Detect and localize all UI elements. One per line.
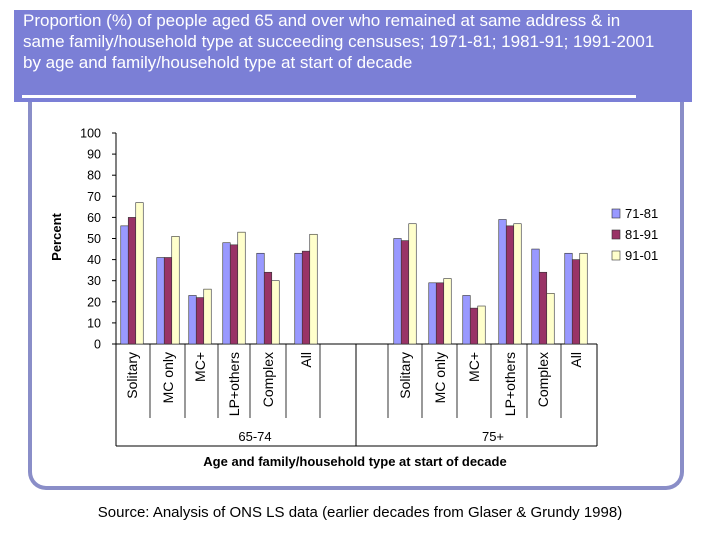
- bar: [120, 225, 129, 345]
- bar: [579, 252, 588, 345]
- bar: [237, 231, 246, 345]
- title-band: [14, 10, 692, 102]
- y-tick-label: 50: [87, 232, 101, 246]
- bar: [505, 225, 515, 345]
- category-label: Solitary: [124, 352, 140, 399]
- content-frame: [28, 102, 684, 490]
- bar: [538, 271, 548, 345]
- y-tick-label: 30: [87, 274, 101, 288]
- bar: [203, 288, 212, 345]
- bar: [546, 293, 555, 345]
- bar: [408, 223, 417, 345]
- bar: [443, 278, 452, 345]
- category-label: MC+: [192, 352, 208, 382]
- bar: [435, 282, 445, 345]
- bar: [195, 297, 205, 345]
- bar: [256, 252, 265, 345]
- bar: [294, 252, 303, 345]
- category-label: Complex: [260, 352, 276, 407]
- bar: [571, 259, 581, 345]
- y-tick-label: 10: [87, 316, 101, 330]
- group-label: 75+: [482, 429, 504, 444]
- category-label: Complex: [535, 352, 551, 407]
- bar: [171, 236, 180, 345]
- bar: [271, 280, 280, 345]
- category-label: Solitary: [397, 352, 413, 399]
- category-label: LP+others: [502, 352, 518, 416]
- category-label: MC+: [466, 352, 482, 382]
- bar: [462, 295, 471, 345]
- source-note: Source: Analysis of ONS LS data (earlier…: [97, 504, 623, 521]
- bar: [469, 307, 479, 345]
- category-label: All: [298, 352, 314, 368]
- y-tick-label: 20: [87, 295, 101, 309]
- bar: [309, 233, 318, 345]
- bar: [477, 305, 486, 345]
- bar: [188, 295, 197, 345]
- legend-label: 81-91: [625, 227, 658, 242]
- category-label: All: [568, 352, 584, 368]
- bar: [135, 202, 144, 345]
- bar: [428, 282, 437, 345]
- bar: [229, 244, 239, 345]
- legend-label: 91-01: [625, 248, 658, 263]
- y-tick-label: 90: [87, 148, 101, 162]
- bar: [393, 238, 402, 345]
- category-label: LP+others: [226, 352, 242, 416]
- slide-title: Proportion (%) of people aged 65 and ove…: [23, 11, 655, 72]
- bar: [301, 250, 311, 345]
- y-tick-label: 70: [87, 190, 101, 204]
- plot-area: 0 10 20 30 40 50 60 70 80 90 100 Solitary MC only MC+…: [80, 127, 658, 447]
- group-label: 65-74: [238, 429, 271, 444]
- category-label: MC only: [432, 352, 448, 403]
- y-tick-label: 60: [87, 211, 101, 225]
- title-underline: [22, 95, 636, 98]
- y-tick-label: 0: [94, 338, 101, 352]
- category-label: MC only: [160, 352, 176, 403]
- bar: [163, 257, 173, 345]
- legend-swatch: [611, 208, 621, 219]
- legend-label: 71-81: [625, 206, 658, 221]
- y-tick-label: 80: [87, 169, 101, 183]
- legend-swatch: [611, 250, 621, 261]
- x-axis-title: Age and family/household type at start o…: [203, 454, 506, 469]
- bar: [263, 271, 273, 345]
- bar: [222, 242, 231, 345]
- bar: [127, 217, 137, 345]
- y-tick-label: 40: [87, 253, 101, 267]
- bar: [498, 219, 507, 345]
- bar: [513, 223, 522, 345]
- bar: [156, 257, 165, 345]
- bar: [531, 248, 540, 345]
- legend-swatch: [611, 229, 621, 240]
- y-tick-label: 100: [80, 127, 101, 141]
- bar: [564, 252, 573, 345]
- y-axis-title: Percent: [49, 212, 64, 260]
- bar: [400, 240, 410, 345]
